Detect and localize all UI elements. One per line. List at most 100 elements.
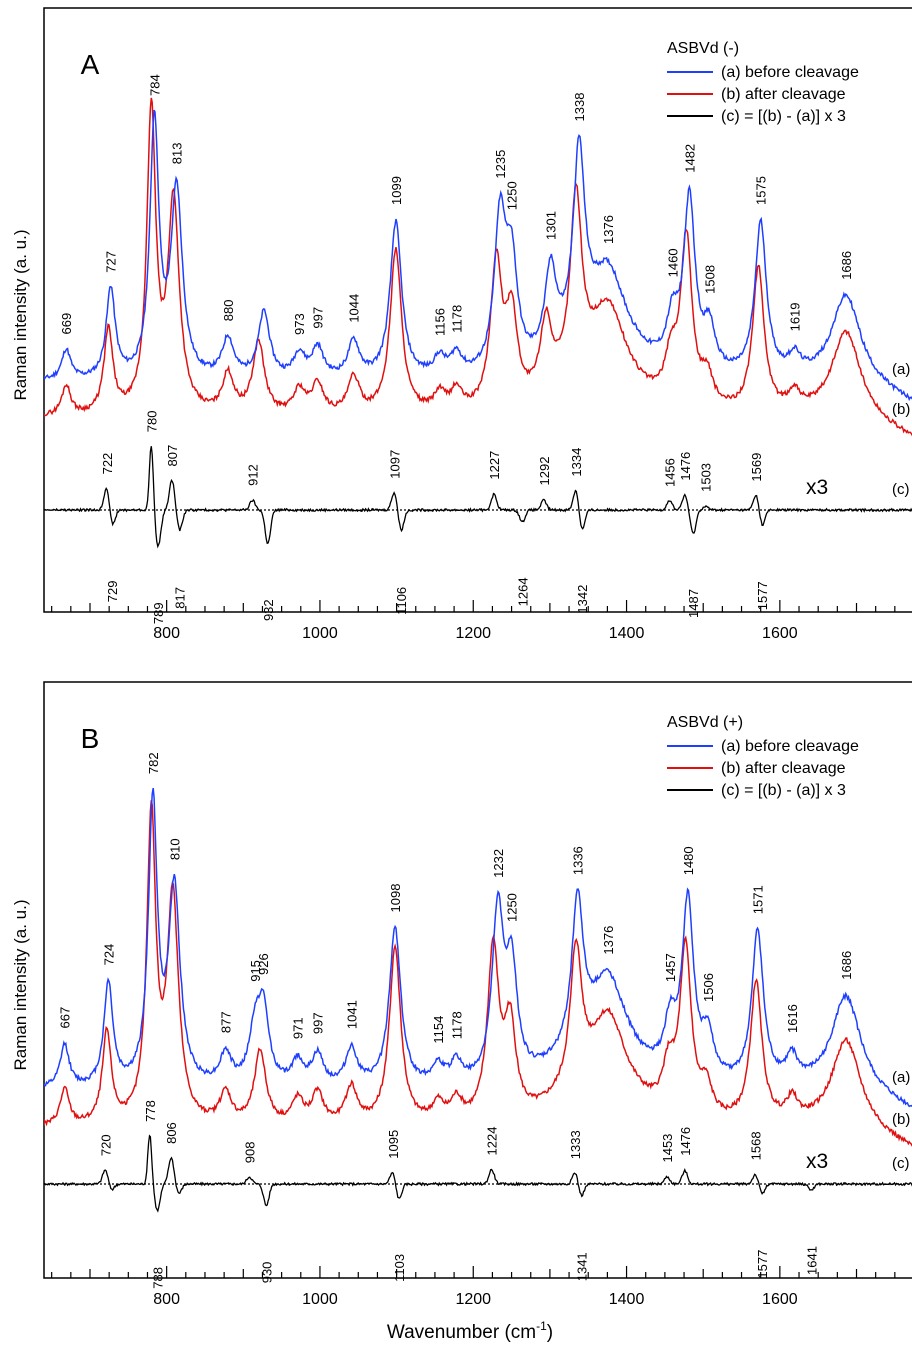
x-axis-label: Wavenumber (cm-1) — [387, 1319, 553, 1343]
difference-peak-label-up: 1333 — [568, 1130, 583, 1159]
difference-peak-label-up: 1503 — [699, 463, 714, 492]
difference-peak-label-up: 778 — [143, 1100, 158, 1122]
series-b-after-line — [44, 800, 912, 1147]
panel-label: B — [81, 723, 100, 754]
peak-label: 1571 — [751, 885, 766, 914]
legend-entry: (b) after cleavage — [721, 760, 846, 777]
peak-label: 1376 — [601, 215, 616, 244]
trace-label-b: (b) — [892, 401, 910, 418]
peak-label: 1156 — [433, 308, 448, 336]
peak-label: 1506 — [701, 973, 716, 1002]
peak-label: 971 — [291, 1017, 306, 1039]
peak-label: 1178 — [449, 1011, 464, 1039]
peak-label: 810 — [167, 838, 182, 860]
peak-label: 1098 — [388, 884, 403, 913]
x-tick-label: 800 — [153, 625, 180, 642]
difference-peak-label-down: 788 — [150, 1267, 165, 1289]
peak-label: 784 — [147, 74, 162, 96]
peak-label: 926 — [256, 953, 271, 975]
peak-label: 727 — [104, 251, 119, 273]
legend-entry: (a) before cleavage — [721, 738, 859, 755]
peak-label: 813 — [170, 142, 185, 164]
difference-peak-label-up: 912 — [245, 464, 260, 486]
series-c-difference-line — [44, 446, 912, 549]
trace-label-c: (c) — [892, 1155, 910, 1172]
series-c-difference-line — [44, 1134, 912, 1213]
y-axis-label: Raman intensity (a. u.) — [11, 899, 30, 1070]
peak-label: 1338 — [572, 93, 587, 122]
trace-label-a: (a) — [892, 1069, 910, 1086]
plot-frame — [43, 7, 912, 613]
difference-peak-label-up: 1227 — [487, 451, 502, 480]
panel-label: A — [81, 49, 100, 80]
difference-peak-label-up: 1095 — [386, 1130, 401, 1159]
difference-peak-label-down: 1103 — [392, 1254, 407, 1282]
peak-label: 1250 — [505, 893, 520, 922]
series-b-after-line — [44, 97, 912, 437]
difference-peak-label-down: 1577 — [755, 1250, 770, 1279]
scale-note: x3 — [806, 1150, 828, 1173]
difference-peak-label-up: 1568 — [748, 1131, 763, 1160]
scale-note: x3 — [806, 476, 828, 499]
x-tick-label: 1400 — [609, 1291, 645, 1308]
peak-label: 997 — [311, 307, 326, 329]
difference-peak-label-down: 930 — [259, 1262, 274, 1284]
difference-peak-label-up: 1224 — [485, 1127, 500, 1156]
difference-peak-label-up: 1456 — [662, 458, 677, 487]
peak-label: 1480 — [681, 846, 696, 875]
difference-peak-label-up: 780 — [144, 410, 159, 432]
difference-peak-label-down: 1487 — [686, 589, 701, 618]
difference-peak-label-up: 720 — [98, 1134, 113, 1156]
peak-label: 1482 — [682, 144, 697, 173]
x-tick-label: 1200 — [455, 625, 491, 642]
difference-peak-label-up: 1292 — [537, 457, 552, 486]
difference-peak-label-down: 1641 — [804, 1246, 819, 1275]
peak-label: 1154 — [431, 1016, 446, 1044]
difference-peak-label-up: 806 — [164, 1122, 179, 1144]
difference-peak-label-up: 1097 — [387, 450, 402, 479]
peak-label: 1041 — [344, 1000, 359, 1029]
difference-peak-label-up: 1569 — [749, 453, 764, 482]
difference-peak-label-down: 817 — [173, 587, 188, 609]
legend-entry: (c) = [(b) - (a)] x 3 — [721, 108, 846, 125]
peak-label: 1301 — [544, 211, 559, 240]
y-axis-label: Raman intensity (a. u.) — [11, 229, 30, 400]
x-tick-label: 1000 — [302, 625, 338, 642]
trace-label-b: (b) — [892, 1111, 910, 1128]
peak-label: 1460 — [666, 248, 681, 277]
difference-peak-label-down: 1341 — [574, 1252, 589, 1281]
trace-label-a: (a) — [892, 361, 910, 378]
peak-label: 724 — [101, 944, 116, 966]
peak-label: 1044 — [347, 294, 362, 323]
difference-peak-label-down: 789 — [151, 602, 166, 624]
difference-peak-label-up: 1453 — [660, 1134, 675, 1163]
trace-label-c: (c) — [892, 481, 910, 498]
peak-label: 1575 — [754, 176, 769, 205]
difference-peak-label-down: 932 — [261, 599, 276, 621]
peak-label: 880 — [221, 300, 236, 322]
x-tick-label: 1400 — [609, 625, 645, 642]
peak-label: 1336 — [570, 846, 585, 875]
x-tick-label: 1200 — [455, 1291, 491, 1308]
difference-peak-label-up: 1476 — [678, 452, 693, 481]
peak-label: 669 — [59, 313, 74, 335]
legend-title: ASBVd (+) — [667, 714, 743, 731]
peak-label: 1686 — [839, 251, 854, 280]
x-tick-label: 1600 — [762, 1291, 798, 1308]
difference-peak-label-up: 1476 — [678, 1127, 693, 1156]
difference-peak-label-down: 1577 — [755, 581, 770, 610]
peak-label: 667 — [58, 1007, 73, 1029]
legend-entry: (b) after cleavage — [721, 86, 846, 103]
difference-peak-label-down: 1106 — [394, 587, 409, 615]
peak-label: 1235 — [493, 150, 508, 179]
difference-peak-label-up: 722 — [100, 453, 115, 475]
peak-label: 1099 — [389, 176, 404, 205]
peak-label: 877 — [219, 1011, 234, 1033]
plot-frame — [43, 681, 912, 1279]
x-tick-label: 1000 — [302, 1291, 338, 1308]
difference-peak-label-up: 807 — [165, 445, 180, 467]
peak-label: 1250 — [505, 181, 520, 210]
legend-entry: (c) = [(b) - (a)] x 3 — [721, 782, 846, 799]
difference-peak-label-down: 729 — [105, 581, 120, 603]
